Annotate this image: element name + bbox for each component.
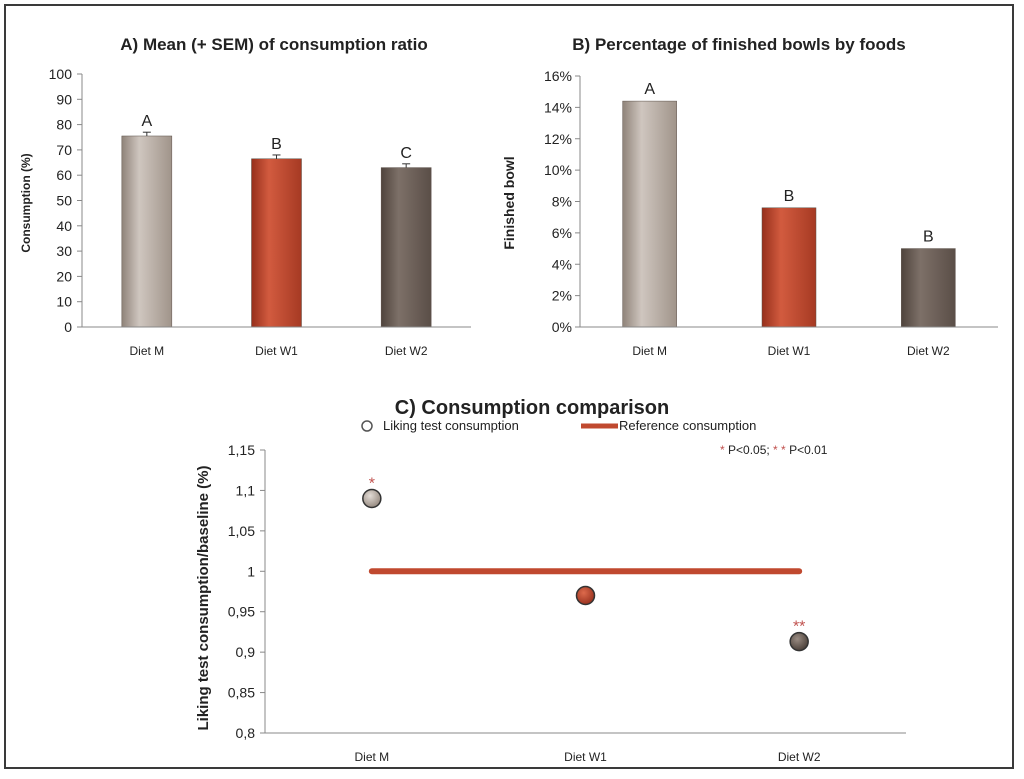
- chart-a-y-tick-label: 0: [64, 319, 72, 335]
- chart-a-y-tick-label: 10: [56, 294, 72, 310]
- chart-a-y-tick-label: 30: [56, 243, 72, 259]
- chart-c-point: [789, 631, 809, 652]
- chart-a-y-tick-label: 70: [56, 142, 72, 158]
- chart-b-category-label: Diet W1: [768, 344, 811, 358]
- chart-a-y-axis-label: Consumption (%): [19, 153, 33, 252]
- chart-a-bar-label: A: [141, 113, 152, 130]
- chart-c-y-tick-label: 1: [247, 563, 255, 579]
- chart-a-bar: [121, 135, 173, 328]
- chart-b-bar: [622, 100, 677, 328]
- chart-b-y-tick-label: 0%: [552, 319, 572, 335]
- chart-c-y-tick-label: 0,95: [228, 604, 255, 620]
- chart-b-y-tick-label: 2%: [552, 288, 572, 304]
- chart-b-category-label: Diet W2: [907, 344, 950, 358]
- chart-a-bar: [251, 158, 302, 328]
- significance-text-1: P<0.05;: [725, 443, 773, 457]
- chart-b-y-tick-label: 10%: [544, 162, 572, 178]
- chart-b-y-axis-label: Finished bowl: [501, 156, 517, 249]
- chart-b-bar: [901, 248, 956, 328]
- chart-a-y-tick-label: 60: [56, 167, 72, 183]
- chart-a-bar-label: B: [271, 136, 282, 153]
- chart-c-category-label: Diet W2: [778, 750, 821, 764]
- chart-b-title: B) Percentage of finished bowls by foods: [572, 35, 905, 54]
- significance-star-2: * *: [773, 443, 786, 457]
- chart-a-category-label: Diet M: [129, 344, 164, 358]
- chart-c-title: C) Consumption comparison: [395, 397, 669, 419]
- chart-c: C) Consumption comparison Liking test co…: [195, 397, 906, 764]
- chart-a-bar: [380, 167, 432, 328]
- chart-c-point: [575, 585, 596, 606]
- chart-c-y-axis-label: Liking test consumption/baseline (%): [195, 465, 212, 730]
- legend-reference-label: Reference consumption: [619, 418, 756, 433]
- chart-c-y-tick-label: 0,85: [228, 685, 255, 701]
- chart-b-y-tick-label: 4%: [552, 256, 572, 272]
- chart-b-y-tick-label: 6%: [552, 225, 572, 241]
- chart-b-y-tick-label: 8%: [552, 194, 572, 210]
- chart-c-significance-marker: *: [369, 476, 375, 493]
- chart-a-y-tick-label: 40: [56, 218, 72, 234]
- chart-b-y-tick-label: 12%: [544, 131, 572, 147]
- significance-star-1: *: [720, 443, 725, 457]
- chart-a-y-tick-label: 50: [56, 193, 72, 209]
- chart-a: A) Mean (+ SEM) of consumption ratio Con…: [19, 35, 471, 358]
- chart-c-category-label: Diet W1: [564, 750, 607, 764]
- figure-frame: A) Mean (+ SEM) of consumption ratio Con…: [4, 4, 1014, 769]
- chart-a-y-tick-label: 90: [56, 91, 72, 107]
- figure-canvas: A) Mean (+ SEM) of consumption ratio Con…: [19, 35, 998, 764]
- chart-a-y-tick-label: 20: [56, 268, 72, 284]
- chart-b-y-tick-label: 14%: [544, 99, 572, 115]
- significance-text-2: P<0.01: [786, 443, 828, 457]
- legend-series-label: Liking test consumption: [383, 418, 519, 433]
- chart-c-y-tick-label: 1,1: [236, 482, 256, 498]
- chart-b-bar: [761, 207, 817, 328]
- significance-note: * P<0.05; * * P<0.01: [720, 443, 828, 457]
- chart-a-y-tick-label: 80: [56, 117, 72, 133]
- chart-c-y-tick-label: 0,9: [236, 644, 256, 660]
- chart-a-title: A) Mean (+ SEM) of consumption ratio: [120, 35, 427, 54]
- chart-a-y-tick-label: 100: [49, 66, 73, 82]
- chart-c-significance-marker: **: [793, 619, 805, 636]
- chart-c-legend: Liking test consumption Reference consum…: [361, 418, 756, 433]
- chart-c-category-label: Diet M: [354, 750, 389, 764]
- chart-c-point: [362, 488, 382, 509]
- chart-c-y-tick-label: 0,8: [236, 725, 256, 741]
- legend-marker-icon: [361, 420, 373, 432]
- chart-b-category-label: Diet M: [632, 344, 667, 358]
- chart-b: B) Percentage of finished bowls by foods…: [501, 35, 998, 358]
- chart-a-category-label: Diet W1: [255, 344, 298, 358]
- chart-b-bar-label: B: [784, 188, 795, 205]
- chart-c-y-tick-label: 1,05: [228, 523, 255, 539]
- chart-b-bar-label: A: [644, 81, 655, 98]
- chart-a-category-label: Diet W2: [385, 344, 428, 358]
- chart-c-y-tick-label: 1,15: [228, 442, 255, 458]
- chart-a-bar-label: C: [400, 145, 412, 162]
- chart-b-y-tick-label: 16%: [544, 68, 572, 84]
- chart-b-bar-label: B: [923, 229, 934, 246]
